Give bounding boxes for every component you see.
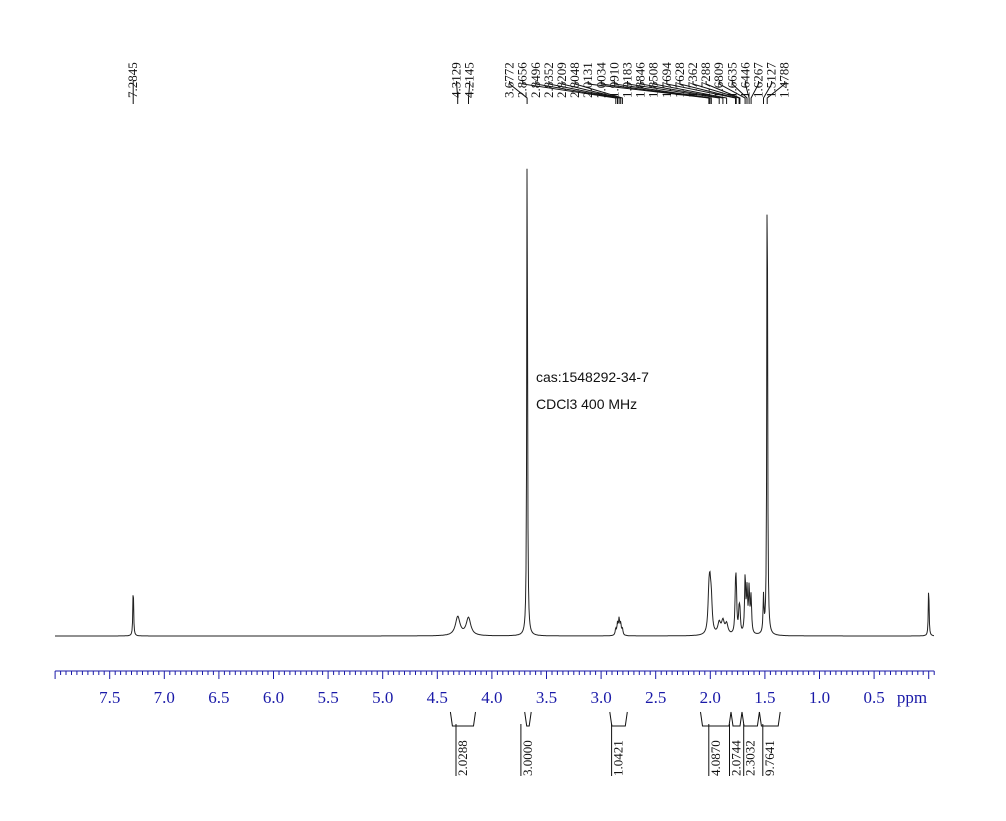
solvent-frequency: CDCl3 400 MHz bbox=[536, 396, 638, 412]
integral-group: 2.0288 3.0000 1.0421 4.0870 2.0744 2.3032 9.76… bbox=[449, 711, 781, 776]
cas-number: cas:1548292-34-7 bbox=[536, 369, 649, 385]
peak-connector bbox=[587, 81, 710, 104]
integral-value: 2.0744 bbox=[729, 740, 744, 776]
peak-label: 1.7628 bbox=[672, 62, 687, 98]
peak-connector bbox=[692, 81, 740, 104]
x-tick-label: 5.0 bbox=[372, 688, 393, 707]
integral-label: 9.7641 bbox=[758, 711, 781, 776]
peak-label: 1.6446 bbox=[737, 62, 752, 98]
x-tick-label: 4.0 bbox=[481, 688, 502, 707]
peak-label: 3.6772 bbox=[502, 62, 517, 98]
peak-label: 2.8656 bbox=[515, 62, 530, 98]
spectrum-trace bbox=[55, 168, 934, 637]
integral-value: 2.0288 bbox=[455, 740, 470, 776]
peak-label: 1.4788 bbox=[777, 62, 792, 98]
peak-connector bbox=[509, 81, 528, 104]
peak-connector bbox=[613, 81, 712, 104]
x-axis: 7.5 7.0 6.5 6.0 5.5 5.0 4.5 4.0 3.5 3.0 2.5 2.0 1.5 1… bbox=[54, 670, 935, 707]
peak-connector bbox=[653, 81, 728, 104]
integral-label: 3.0000 bbox=[520, 711, 535, 776]
peak-label: 2.0034 bbox=[593, 62, 608, 98]
x-tick-label: 2.5 bbox=[645, 688, 666, 707]
integral-value: 9.7641 bbox=[762, 740, 777, 776]
peak-connector bbox=[600, 81, 711, 104]
integral-label: 2.0288 bbox=[449, 711, 476, 776]
integral-label: 2.3032 bbox=[741, 711, 760, 776]
integral-bracket bbox=[449, 711, 476, 727]
peak-label: 2.8048 bbox=[567, 62, 582, 98]
integral-bracket bbox=[609, 711, 628, 727]
x-tick-label: 4.5 bbox=[427, 688, 448, 707]
peak-connector bbox=[705, 81, 741, 104]
peak-label: 7.2845 bbox=[125, 62, 140, 98]
integral-label: 2.0744 bbox=[729, 711, 744, 776]
peak-connector bbox=[627, 81, 720, 104]
peak-connector bbox=[744, 81, 750, 104]
peak-label: 1.6809 bbox=[711, 62, 726, 98]
peak-connector bbox=[468, 81, 471, 104]
peak-label: 1.9910 bbox=[606, 62, 621, 98]
peak-connector bbox=[535, 81, 618, 104]
integral-bracket bbox=[700, 711, 732, 727]
x-tick-label: 0.5 bbox=[863, 688, 884, 707]
peak-connector bbox=[766, 81, 786, 104]
integral-bracket bbox=[730, 711, 743, 727]
peak-label-connectors bbox=[132, 81, 786, 104]
integral-label: 1.0421 bbox=[609, 711, 628, 776]
x-tick-label: 7.5 bbox=[99, 688, 120, 707]
integral-value: 1.0421 bbox=[611, 740, 626, 776]
peak-connector bbox=[561, 81, 622, 104]
integral-value: 3.0000 bbox=[520, 740, 535, 776]
integral-bracket bbox=[524, 711, 532, 727]
peak-connector bbox=[640, 81, 724, 104]
peak-connector bbox=[548, 81, 620, 104]
peak-connector bbox=[679, 81, 737, 104]
peak-connector bbox=[750, 81, 759, 104]
x-axis-label: ppm bbox=[897, 688, 927, 707]
x-tick-label: 7.0 bbox=[154, 688, 175, 707]
peak-connector bbox=[574, 81, 623, 104]
peak-label: 1.5127 bbox=[764, 62, 779, 98]
x-tick-label: 6.0 bbox=[263, 688, 284, 707]
x-tick-label: 1.0 bbox=[809, 688, 830, 707]
integral-bracket bbox=[741, 711, 760, 727]
peak-label: 1.7362 bbox=[685, 62, 700, 98]
x-tick-label: 2.0 bbox=[700, 688, 721, 707]
integral-label: 4.0870 bbox=[700, 711, 732, 776]
peak-connector bbox=[718, 81, 746, 104]
x-tick-label: 6.5 bbox=[208, 688, 229, 707]
peak-connector bbox=[731, 81, 748, 104]
peak-label: 2.8496 bbox=[528, 62, 543, 98]
peak-label: 2.8352 bbox=[541, 62, 556, 98]
x-tick-label: 5.5 bbox=[317, 688, 338, 707]
peak-connector bbox=[522, 81, 617, 104]
integral-bracket bbox=[758, 711, 781, 727]
integral-value: 2.3032 bbox=[743, 740, 758, 776]
peak-connector bbox=[763, 81, 773, 104]
integral-value: 4.0870 bbox=[708, 740, 723, 776]
peak-connector bbox=[666, 81, 736, 104]
peak-connector bbox=[456, 81, 459, 104]
peak-label: 4.2145 bbox=[462, 62, 477, 98]
peak-label: 1.6267 bbox=[751, 62, 766, 98]
x-tick-label: 3.0 bbox=[590, 688, 611, 707]
peak-label: 4.3129 bbox=[449, 62, 464, 98]
x-tick-label: 1.5 bbox=[754, 688, 775, 707]
x-tick-label: 3.5 bbox=[536, 688, 557, 707]
